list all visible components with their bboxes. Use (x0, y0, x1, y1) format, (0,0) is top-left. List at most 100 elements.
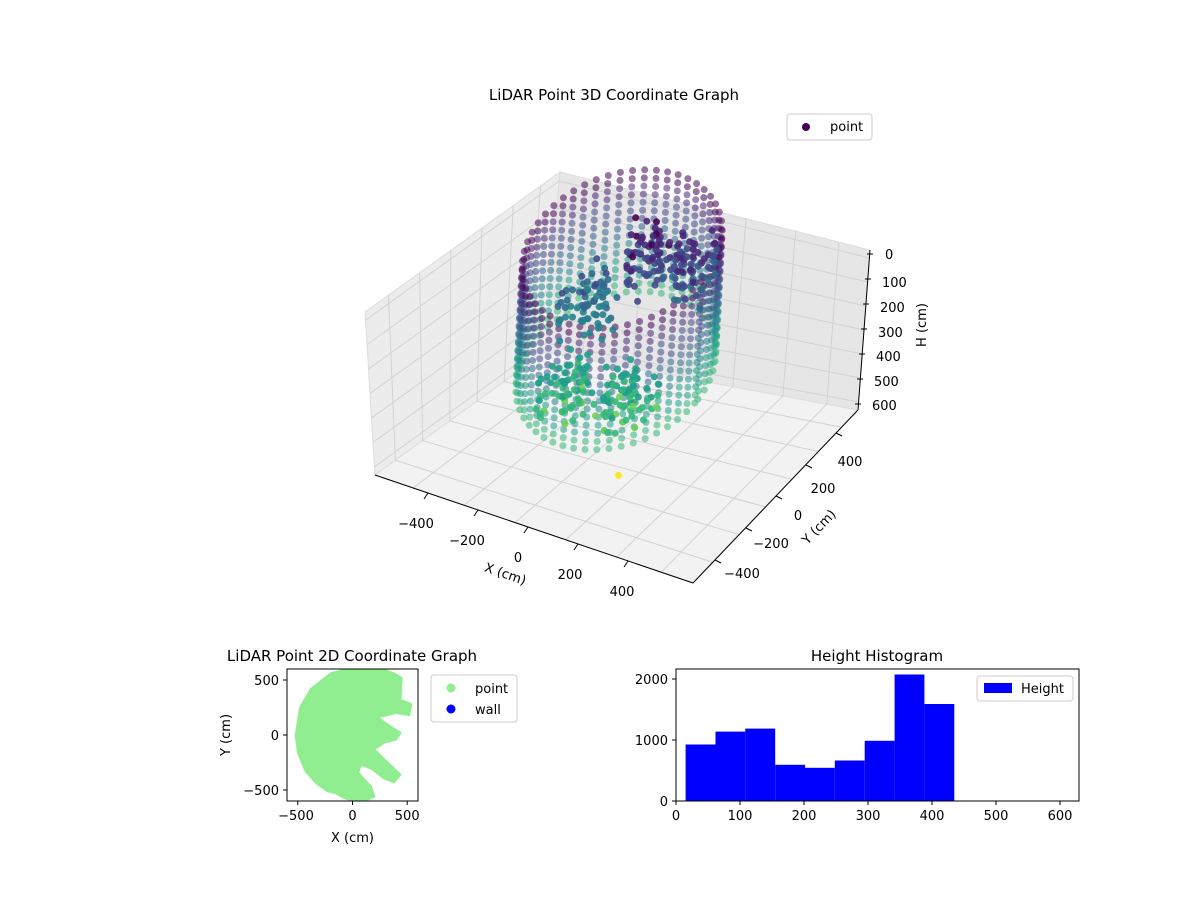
point-3d (676, 248, 684, 256)
point-3d (538, 275, 546, 283)
point-3d (521, 382, 529, 389)
point-3d (584, 351, 592, 359)
z3d-tick-label: 400 (876, 350, 901, 365)
point-3d (703, 337, 711, 345)
point-3d (635, 326, 643, 334)
gridline-3d (660, 242, 840, 573)
point-3d (604, 316, 612, 324)
chart-3d-legend-marker (802, 123, 810, 131)
point-3d (605, 436, 613, 444)
histogram-bar (864, 740, 895, 801)
point-3d (661, 217, 669, 224)
point-3d (610, 355, 618, 363)
histogram-bars (685, 674, 955, 801)
point-3d (679, 232, 687, 240)
point-3d (555, 364, 563, 372)
point-3d (675, 391, 683, 399)
point-3d (668, 334, 676, 342)
point-3d (693, 367, 700, 375)
point-3d (640, 416, 647, 424)
point-3d (631, 282, 638, 290)
point-3d (548, 389, 556, 397)
point-3d (651, 199, 659, 207)
point-3d (673, 187, 681, 195)
point-3d (540, 234, 548, 242)
point-3d (568, 211, 576, 219)
point-3d (546, 283, 554, 291)
point-3d (594, 421, 602, 429)
chart-3d: LiDAR Point 3D Coordinate Graph −400 −20… (364, 86, 930, 600)
point-3d (699, 210, 707, 218)
point-3d (581, 437, 589, 445)
point-3d (551, 373, 558, 381)
point-3d (532, 268, 540, 275)
point-3d (695, 318, 703, 326)
point-3d (564, 336, 572, 344)
point-3d (611, 331, 619, 339)
point-3d (704, 276, 712, 284)
point-3d (689, 278, 697, 286)
point-3d (632, 214, 640, 222)
point-3d (561, 379, 569, 387)
chart-2d-legend-label-point: point (475, 682, 508, 697)
hist-y-tick-label: 0 (660, 795, 668, 810)
point-3d (657, 266, 665, 274)
point-3d (692, 196, 700, 204)
point-3d (593, 255, 601, 263)
y3d-tick-label: −200 (753, 537, 789, 552)
point-3d (700, 186, 708, 193)
point-3d (530, 324, 538, 332)
point-3d (634, 297, 642, 305)
point-3d (602, 212, 610, 220)
point-3d (692, 188, 700, 196)
point-3d (634, 249, 642, 257)
point-3d (580, 197, 588, 205)
point-3d (532, 420, 540, 428)
point-3d (528, 365, 536, 373)
y3d-tick-mark (745, 527, 753, 532)
point-3d (702, 362, 709, 370)
point-3d (564, 362, 572, 370)
point-3d (558, 289, 566, 297)
point-3d (558, 226, 566, 234)
point-3d (687, 266, 695, 274)
point-3d (706, 209, 714, 216)
point-3d (613, 241, 621, 249)
chart-2d-legend-marker-point (446, 683, 456, 693)
hist-x-tick-label: 600 (1048, 809, 1073, 824)
point-3d (639, 190, 647, 198)
point-3d (707, 192, 715, 200)
histogram-y-ticks: 0 1000 2000 (635, 673, 676, 810)
point-3d (669, 309, 677, 317)
z3d-tick-label: 600 (872, 399, 897, 414)
point-3d (547, 258, 555, 266)
point-3d (674, 407, 682, 415)
hist-x-tick-label: 400 (920, 809, 945, 824)
point-3d (627, 267, 635, 275)
point-3d (624, 321, 631, 329)
chart-3d-z-axis-line (857, 249, 871, 411)
point-3d (522, 284, 530, 292)
point-3d (561, 369, 569, 377)
x3d-tick-label: 400 (610, 585, 635, 600)
point-3d (545, 328, 553, 336)
x3d-tick-mark (473, 509, 479, 517)
hist-y-tick-label: 1000 (635, 734, 668, 749)
chart-2d-legend-label-wall: wall (475, 703, 501, 718)
histogram-bar (775, 764, 806, 801)
point-3d (698, 272, 706, 280)
point-3d (654, 251, 662, 259)
point-3d (537, 331, 545, 339)
point-3d (651, 191, 659, 199)
y3d-tick-mark (775, 495, 783, 500)
point-3d (608, 414, 616, 422)
point-3d (532, 300, 539, 308)
point-3d (529, 348, 537, 356)
point-3d (554, 349, 561, 357)
point-3d (520, 414, 528, 422)
point-3d (645, 370, 652, 378)
point-3d (635, 406, 643, 414)
point-3d (604, 429, 612, 437)
point-3d (705, 297, 713, 305)
point-3d (669, 326, 676, 333)
